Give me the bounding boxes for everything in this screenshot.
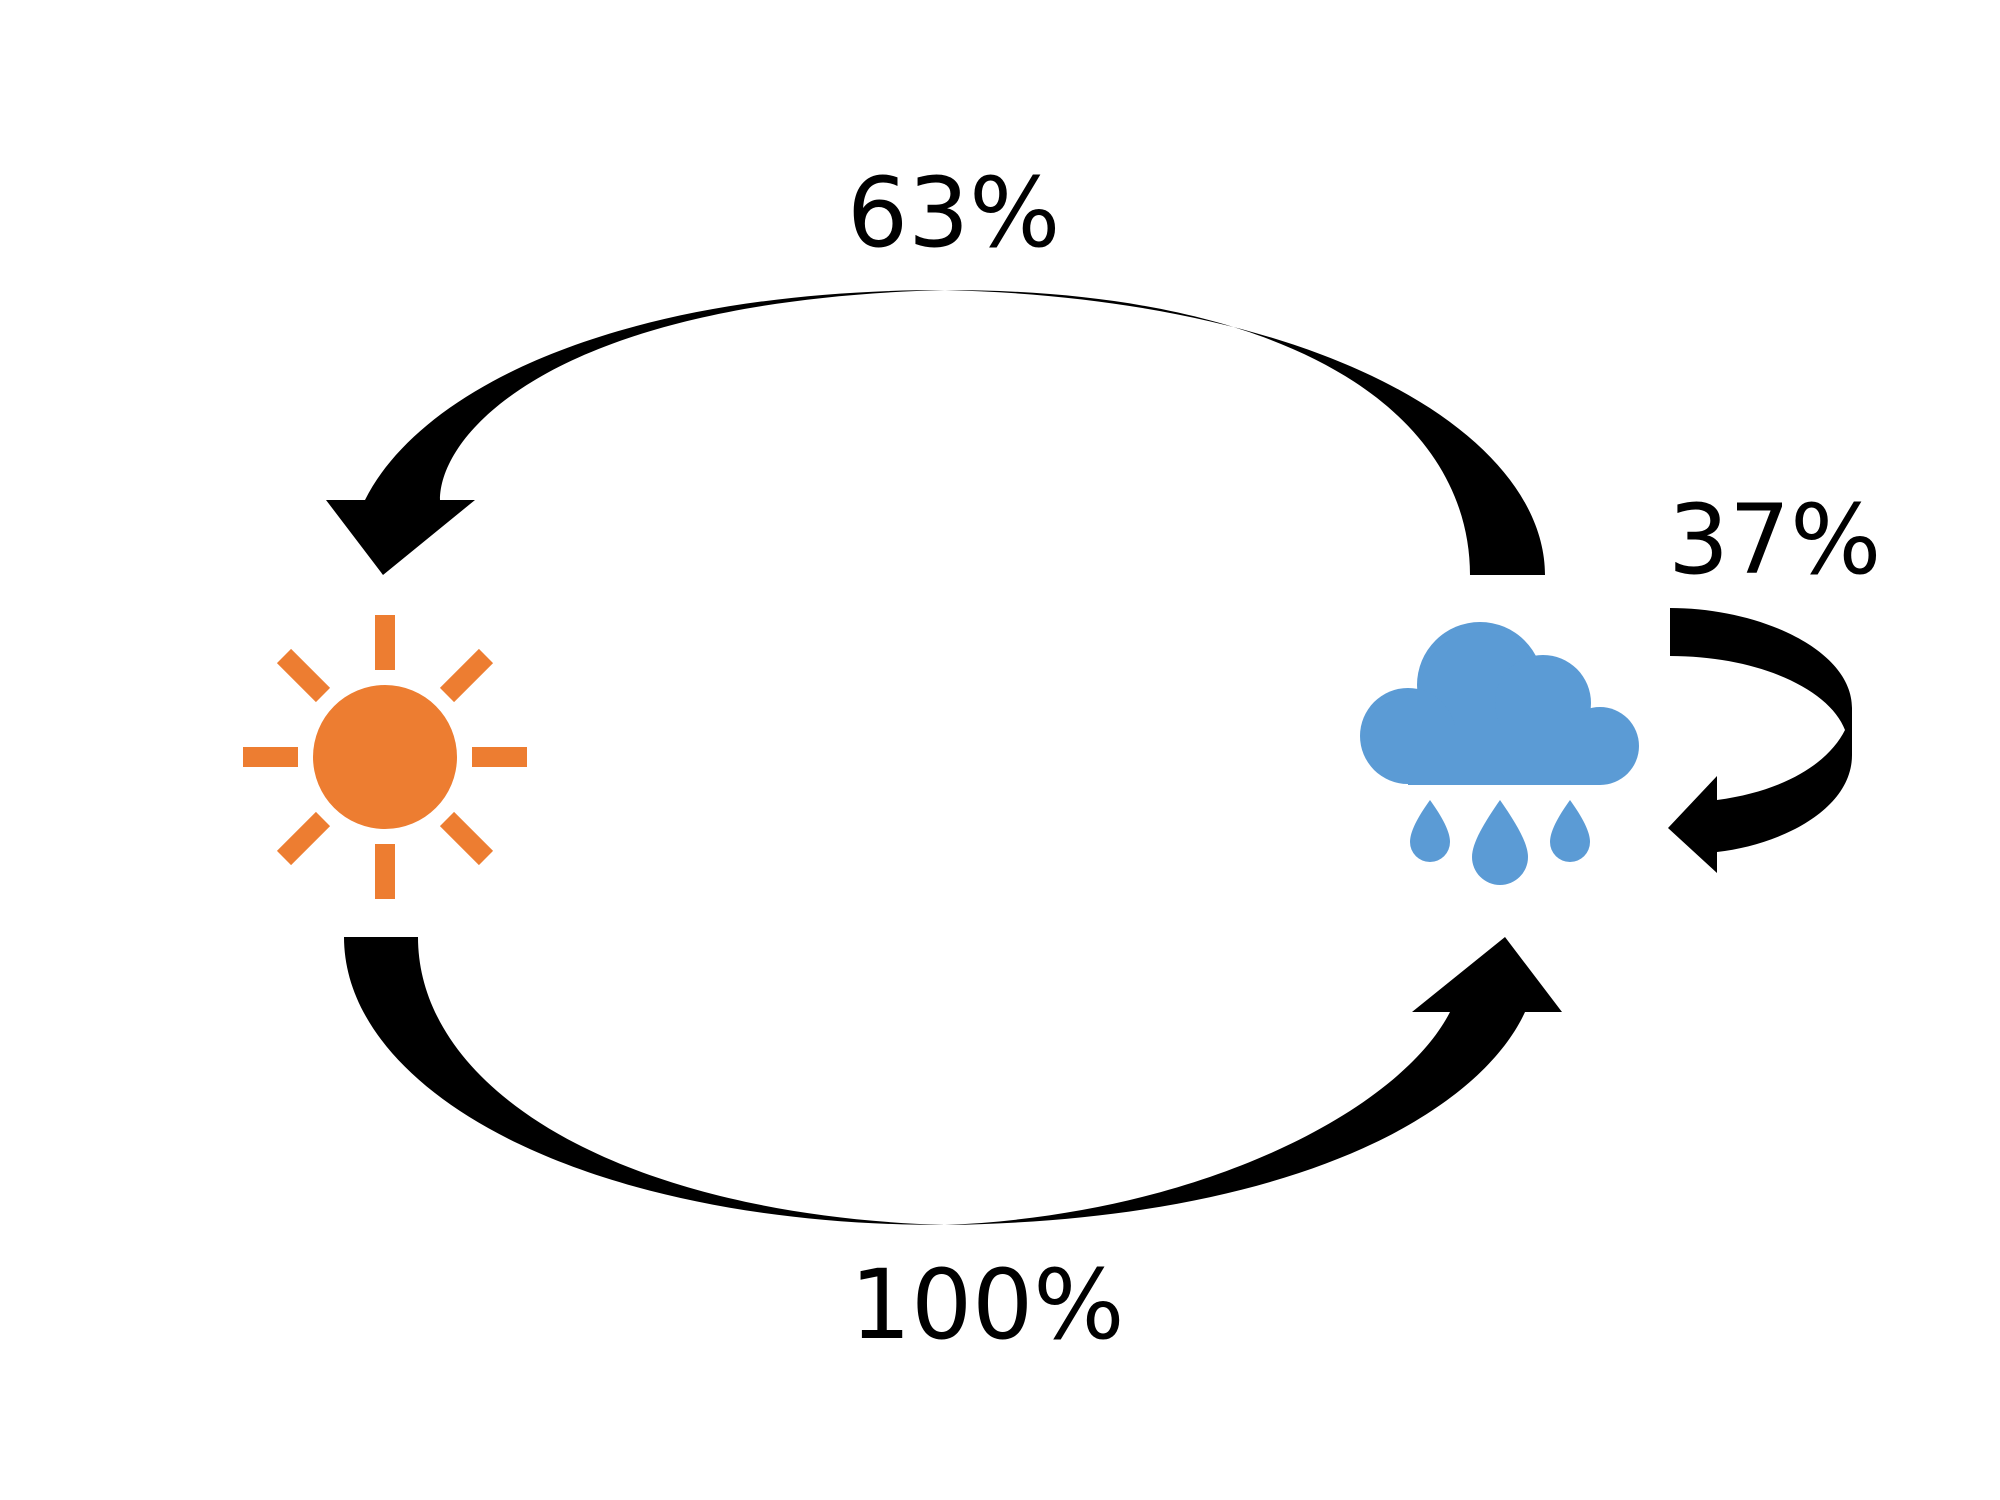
sun-ray — [276, 648, 331, 703]
rain-drop — [1472, 800, 1528, 885]
label-rainy-to-sunny: 63% — [847, 157, 1061, 269]
sun-ray — [439, 811, 494, 866]
label-rainy-to-rainy: 37% — [1668, 484, 1882, 596]
sun-rays — [243, 615, 527, 899]
rain-drop — [1550, 800, 1590, 862]
arrow-rainy-to-sunny — [326, 290, 1545, 575]
rain-cloud-icon — [1360, 622, 1639, 885]
sun-core — [313, 685, 457, 829]
arrow-rainy-to-rainy — [1668, 608, 1852, 873]
label-sunny-to-rainy: 100% — [850, 1249, 1125, 1361]
sun-ray — [439, 648, 494, 703]
arrow-sunny-to-rainy — [344, 937, 1562, 1225]
cloud-base — [1408, 725, 1600, 785]
rain-drop — [1410, 800, 1450, 862]
sun-icon — [243, 615, 527, 899]
sun-ray — [276, 811, 331, 866]
